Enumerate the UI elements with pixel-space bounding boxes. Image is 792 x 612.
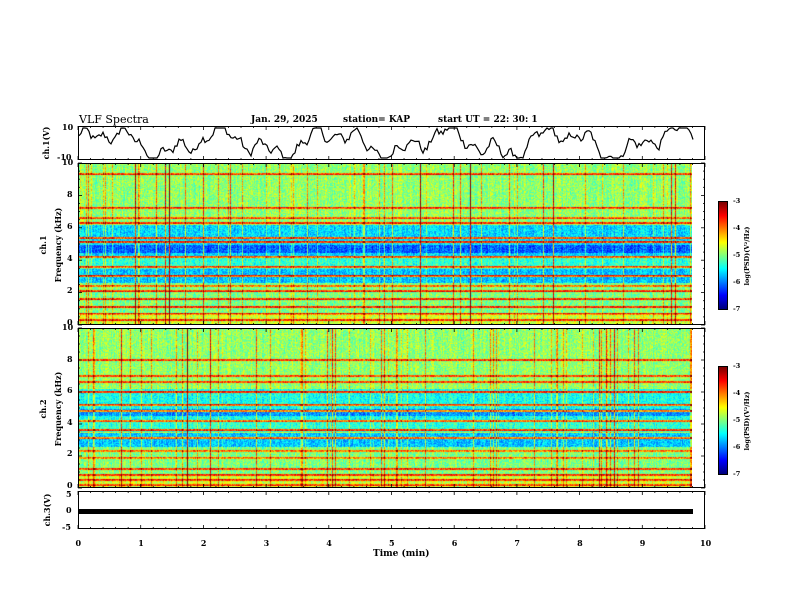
frequency-tick-label: 10	[62, 157, 74, 167]
x-tick-label: 3	[263, 538, 270, 548]
start-time-label: start UT = 22: 30: 1	[438, 115, 538, 125]
frequency-tick-label: 4	[67, 416, 73, 427]
x-tick-label: 9	[639, 538, 646, 548]
x-tick-label: 5	[389, 538, 395, 548]
ch3-ytick-bottom: -5	[62, 522, 71, 532]
colorbar-tick-label: -3	[733, 362, 741, 370]
ch1-waveform-plot	[79, 127, 694, 159]
ch3-waveform-ylabel: ch.3(V)	[42, 493, 52, 527]
x-tick-label: 4	[326, 538, 332, 548]
frequency-tick-label: 0	[67, 480, 73, 490]
x-tick-label: 2	[200, 538, 207, 548]
frequency-tick-label: 4	[67, 253, 73, 263]
frequency-tick-label: 10	[62, 322, 74, 332]
ch3-waveform-panel	[78, 491, 705, 529]
ch1-ytick-bottom: -10	[57, 152, 72, 162]
ch3-ytick-top: 5	[66, 489, 72, 499]
ch1-waveform-panel	[78, 126, 705, 160]
frequency-tick-label: 6	[67, 385, 73, 396]
frequency-tick-label: 8	[67, 189, 73, 199]
chart-title: VLF Spectra	[79, 113, 149, 126]
x-tick-label: 6	[451, 538, 458, 548]
date-label: Jan. 29, 2025	[251, 115, 318, 125]
ch1-waveform-line	[79, 127, 694, 159]
frequency-tick-label: 2	[67, 285, 73, 295]
colorbar-tick-label: -6	[733, 278, 741, 286]
ch2-colorbar-gradient	[719, 367, 727, 474]
ch1-spectrogram-panel	[78, 163, 705, 325]
colorbar-tick-label: -7	[733, 305, 741, 313]
ch1-colorbar-gradient	[719, 202, 727, 309]
ch2-colorbar	[718, 366, 728, 475]
colorbar-tick-label: -7	[733, 470, 741, 478]
x-tick-label: 8	[577, 538, 583, 548]
frequency-tick-label: 0	[67, 317, 73, 327]
x-axis-label: Time (min)	[373, 549, 430, 559]
ch1-colorbar	[718, 201, 728, 310]
x-tick-label: 7	[514, 538, 520, 548]
x-tick-label: 0	[75, 538, 82, 548]
colorbar-tick-label: -4	[733, 224, 741, 232]
frequency-tick-label: 2	[67, 448, 73, 459]
x-tick-label: 1	[138, 538, 144, 548]
ch2-spectrogram-panel	[78, 328, 705, 488]
ch1-ytick-top: 10	[62, 122, 74, 132]
station-label: station= KAP	[343, 115, 411, 125]
ch1-colorbar-label: log(PSD)(V²/Hz)	[743, 226, 751, 286]
colorbar-tick-label: -3	[733, 197, 741, 205]
frequency-tick-label: 8	[67, 353, 73, 364]
ch2-frequency-ylabel: Frequency (kHz)	[53, 371, 63, 447]
colorbar-tick-label: -5	[733, 251, 741, 259]
ch3-waveform-line	[79, 509, 693, 514]
colorbar-tick-label: -5	[733, 416, 741, 424]
ch2-channel-label: ch.2	[38, 399, 48, 419]
ch1-spectrogram-image	[78, 163, 692, 325]
colorbar-tick-label: -4	[733, 389, 741, 397]
frequency-tick-label: 6	[67, 221, 73, 231]
colorbar-tick-label: -6	[733, 443, 741, 451]
ch2-colorbar-label: log(PSD)(V²/Hz)	[743, 391, 751, 451]
x-tick-label: 10	[700, 538, 712, 548]
ch2-spectrogram-image	[78, 328, 692, 488]
ch3-ytick-mid: 0	[66, 505, 72, 515]
ch1-waveform-ylabel: ch.1(V)	[41, 126, 51, 160]
ch1-channel-label: ch.1	[38, 235, 48, 255]
ch1-frequency-ylabel: Frequency (kHz)	[53, 207, 63, 283]
